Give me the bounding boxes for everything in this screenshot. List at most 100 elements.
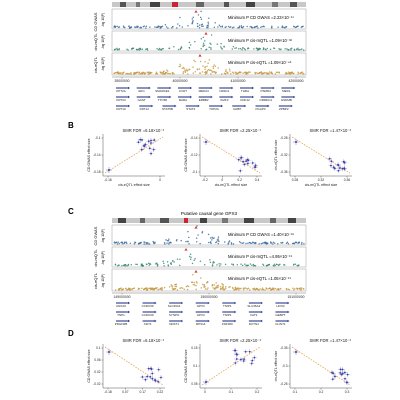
data-point [202, 65, 204, 67]
scatter-point [246, 162, 249, 165]
data-point [141, 72, 143, 75]
data-point [232, 72, 235, 74]
data-point [231, 286, 234, 289]
data-point [195, 281, 198, 283]
data-point [161, 73, 164, 75]
data-point [125, 242, 128, 245]
data-point [134, 26, 137, 29]
data-point [193, 281, 196, 284]
data-point [242, 287, 245, 290]
scatter-point [234, 362, 237, 364]
data-point [244, 48, 247, 51]
data-point [210, 34, 213, 36]
data-point [176, 27, 178, 29]
gene-strand-arrow [234, 310, 237, 314]
scatter-point [141, 139, 143, 141]
data-point [302, 72, 305, 75]
data-point [302, 25, 304, 28]
gene-label: SLC36A1 [168, 304, 181, 308]
track-label-eqtl: cis-eQTL [93, 56, 98, 73]
data-point [291, 71, 294, 74]
data-point [202, 36, 205, 38]
data-point [219, 285, 222, 288]
data-point [137, 71, 139, 73]
data-point [258, 289, 260, 291]
gene-strand-arrow [181, 310, 184, 314]
data-point [128, 25, 130, 27]
data-point [113, 241, 116, 243]
data-point [136, 26, 139, 28]
data-point [156, 265, 159, 267]
scatter-point [346, 373, 349, 376]
data-point [276, 263, 278, 266]
data-point [175, 239, 178, 242]
scatter-point [152, 148, 155, 151]
data-point [231, 71, 234, 73]
data-point [116, 25, 118, 28]
gene-strand-arrow [174, 104, 177, 108]
axis-label-gwas: -log 10(P) [101, 13, 105, 27]
data-point [118, 26, 121, 28]
data-point [166, 239, 169, 242]
data-point [116, 48, 119, 51]
data-point [270, 26, 273, 29]
x-tick-label: 0 [159, 178, 161, 182]
data-point [247, 264, 250, 266]
data-point [126, 48, 128, 50]
data-point [161, 289, 163, 291]
data-point [287, 49, 289, 51]
data-point [212, 71, 215, 73]
data-point [188, 41, 191, 44]
smr-fit-line [201, 346, 261, 386]
y-tick-label: -0.18 [93, 170, 100, 174]
data-point [139, 72, 142, 75]
data-point [178, 25, 181, 27]
data-point [147, 73, 150, 75]
data-point [227, 243, 229, 245]
scatter-point [254, 164, 257, 167]
data-point [207, 23, 210, 25]
scatter-point [150, 139, 152, 142]
data-point [242, 25, 245, 28]
data-point [133, 243, 136, 245]
gene-label: TNIP1 [223, 304, 232, 308]
data-point [240, 287, 242, 290]
track-frame-mqtl [111, 30, 307, 52]
data-point [259, 47, 262, 50]
scatter-point [242, 160, 244, 163]
gene-label: GSDMB [281, 98, 292, 102]
data-point [259, 288, 261, 290]
data-point [212, 67, 215, 69]
data-point [247, 47, 250, 49]
data-point [235, 73, 237, 75]
y-tick-label: -0.1 [95, 136, 101, 140]
gene-strand-arrow [128, 301, 130, 305]
data-point [130, 26, 132, 28]
x-tick-label: 0.1 [293, 390, 298, 394]
data-point [163, 262, 165, 265]
data-point [124, 287, 127, 290]
data-point [258, 72, 260, 75]
data-point [199, 16, 202, 19]
data-point [201, 25, 203, 28]
data-point [186, 68, 188, 71]
data-point [202, 45, 204, 48]
scatter-point [344, 377, 346, 380]
y-tick-label: -0.02 [93, 382, 100, 386]
gene-label: NDST1 [169, 322, 179, 326]
data-point [284, 72, 287, 75]
y-tick-label: -0.12 [190, 153, 197, 157]
data-point [203, 283, 206, 286]
data-point [303, 242, 305, 245]
x-tick-label: 40000000 [172, 79, 187, 83]
data-point [118, 288, 121, 290]
gene-strand-arrow [197, 104, 200, 108]
x-tick-label: 0.07 [122, 390, 129, 394]
annotation-min-p-gwas: Minimum P CD GWAS =2.23×10⁻¹¹ [228, 15, 294, 20]
track-label-gwas: CD GWAS [93, 12, 98, 31]
data-point [148, 264, 151, 266]
data-point [204, 288, 207, 290]
data-point [294, 263, 297, 265]
data-point [181, 67, 184, 70]
